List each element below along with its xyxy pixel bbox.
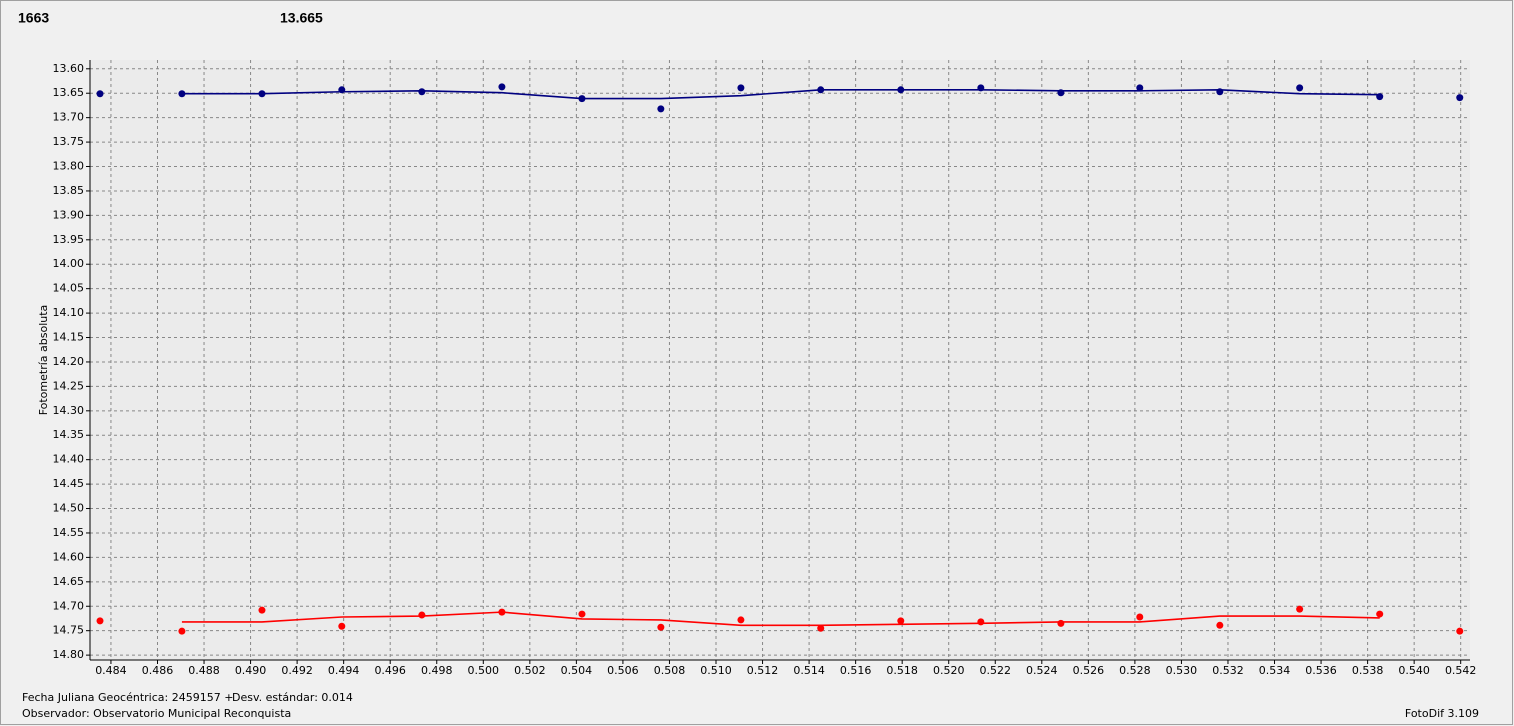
x-tick-label: 0.492 bbox=[281, 664, 313, 677]
x-tick-label: 0.534 bbox=[1259, 664, 1291, 677]
x-tick-label: 0.540 bbox=[1398, 664, 1430, 677]
x-tick-label: 0.494 bbox=[328, 664, 360, 677]
data-point bbox=[96, 617, 104, 625]
y-tick-label: 14.00 bbox=[53, 257, 85, 270]
x-tick-label: 0.484 bbox=[95, 664, 127, 677]
x-tick-label: 0.532 bbox=[1212, 664, 1244, 677]
x-tick-label: 0.522 bbox=[980, 664, 1012, 677]
y-tick-label: 14.55 bbox=[53, 526, 85, 539]
x-tick-label: 0.504 bbox=[561, 664, 593, 677]
data-point bbox=[1136, 613, 1144, 621]
y-tick-label: 14.80 bbox=[53, 648, 85, 661]
y-tick-label: 14.50 bbox=[53, 502, 85, 515]
footer-text: FotoDif 3.109 bbox=[1405, 707, 1479, 720]
x-tick-label: 0.510 bbox=[700, 664, 732, 677]
data-point bbox=[977, 618, 985, 626]
x-tick-label: 0.506 bbox=[607, 664, 639, 677]
y-tick-label: 13.75 bbox=[53, 135, 85, 148]
x-tick-label: 0.500 bbox=[468, 664, 500, 677]
y-tick-label: 13.85 bbox=[53, 184, 85, 197]
x-tick-label: 0.514 bbox=[793, 664, 825, 677]
x-tick-label: 0.538 bbox=[1352, 664, 1384, 677]
y-tick-label: 14.20 bbox=[53, 355, 85, 368]
fit-line bbox=[181, 611, 1380, 627]
y-tick-label: 14.10 bbox=[53, 306, 85, 319]
data-point bbox=[1296, 84, 1304, 92]
data-point bbox=[817, 624, 825, 632]
data-point bbox=[737, 616, 745, 624]
y-tick-label: 14.70 bbox=[53, 599, 85, 612]
x-tick-label: 0.486 bbox=[142, 664, 174, 677]
x-tick-label: 0.528 bbox=[1119, 664, 1151, 677]
y-tick-label: 14.35 bbox=[53, 428, 85, 441]
x-tick-label: 0.516 bbox=[840, 664, 872, 677]
data-point bbox=[96, 90, 104, 98]
data-point bbox=[178, 627, 186, 635]
x-tick-label: 0.508 bbox=[654, 664, 686, 677]
x-tick-label: 0.490 bbox=[235, 664, 267, 677]
data-point bbox=[897, 617, 905, 625]
y-tick-label: 13.95 bbox=[53, 233, 85, 246]
data-point bbox=[1296, 605, 1304, 613]
y-tick-label: 14.75 bbox=[53, 624, 85, 637]
footer-text: Desv. estándar: 0.014 bbox=[232, 691, 353, 704]
data-point bbox=[258, 606, 266, 614]
x-tick-label: 0.524 bbox=[1026, 664, 1058, 677]
y-tick-label: 14.05 bbox=[53, 282, 85, 295]
data-point bbox=[657, 105, 665, 113]
footer-text: Observador: Observatorio Municipal Recon… bbox=[22, 707, 291, 720]
readout: 1663 bbox=[18, 10, 49, 26]
data-point bbox=[498, 83, 506, 91]
data-point bbox=[1057, 619, 1065, 627]
data-point bbox=[1456, 94, 1464, 102]
y-tick-label: 14.60 bbox=[53, 550, 85, 563]
x-tick-label: 0.512 bbox=[747, 664, 779, 677]
y-tick-label: 13.60 bbox=[53, 62, 85, 75]
data-point bbox=[657, 623, 665, 631]
data-point bbox=[737, 84, 745, 92]
data-point bbox=[1136, 84, 1144, 92]
x-tick-label: 0.542 bbox=[1445, 664, 1477, 677]
x-tick-label: 0.530 bbox=[1166, 664, 1198, 677]
data-point bbox=[578, 610, 586, 618]
x-tick-label: 0.520 bbox=[933, 664, 965, 677]
y-tick-label: 14.30 bbox=[53, 404, 85, 417]
y-tick-label: 14.65 bbox=[53, 575, 85, 588]
data-point bbox=[418, 88, 426, 96]
y-tick-label: 14.15 bbox=[53, 331, 85, 344]
y-tick-label: 13.90 bbox=[53, 208, 85, 221]
y-axis-label: Fotometría absoluta bbox=[37, 305, 50, 416]
footer-text: Fecha Juliana Geocéntrica: 2459157 + bbox=[22, 691, 233, 704]
x-tick-label: 0.526 bbox=[1073, 664, 1105, 677]
x-tick-label: 0.518 bbox=[886, 664, 918, 677]
readout: 13.665 bbox=[280, 10, 323, 26]
x-tick-label: 0.488 bbox=[188, 664, 220, 677]
x-tick-label: 0.496 bbox=[374, 664, 406, 677]
data-point bbox=[1456, 627, 1464, 635]
data-point bbox=[418, 611, 426, 619]
x-tick-label: 0.536 bbox=[1305, 664, 1337, 677]
y-tick-label: 14.45 bbox=[53, 477, 85, 490]
y-tick-label: 13.70 bbox=[53, 111, 85, 124]
x-tick-label: 0.502 bbox=[514, 664, 546, 677]
data-point bbox=[1376, 610, 1384, 618]
x-tick-label: 0.498 bbox=[421, 664, 453, 677]
data-point bbox=[338, 622, 346, 630]
plot-area bbox=[90, 60, 1470, 660]
y-tick-label: 13.65 bbox=[53, 86, 85, 99]
fit-line bbox=[181, 89, 1380, 100]
data-point bbox=[1216, 621, 1224, 629]
y-tick-label: 14.25 bbox=[53, 379, 85, 392]
y-tick-label: 13.80 bbox=[53, 160, 85, 173]
y-tick-label: 14.40 bbox=[53, 453, 85, 466]
